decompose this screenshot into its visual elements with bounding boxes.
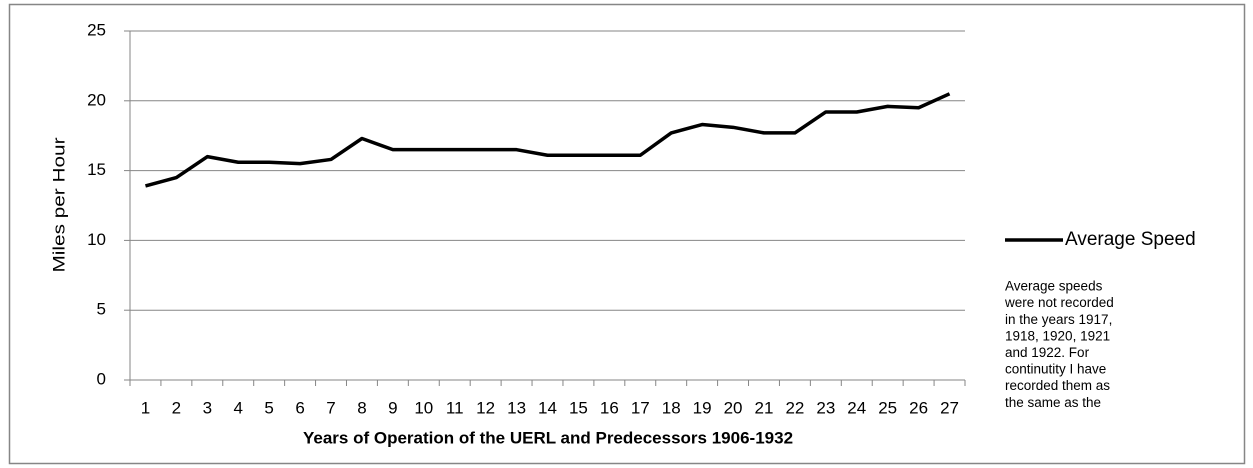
- x-axis-label: Years of Operation of the UERL and Prede…: [303, 428, 793, 447]
- x-tick-label: 20: [724, 398, 743, 417]
- x-tick-label: 27: [940, 398, 959, 417]
- y-tick-label: 0: [97, 369, 106, 388]
- x-tick-label: 14: [538, 398, 557, 417]
- y-axis-label: Miles per Hour: [49, 137, 68, 272]
- x-tick-label: 6: [295, 398, 304, 417]
- x-tick-label: 15: [569, 398, 588, 417]
- annotation-line: Average speeds: [1005, 279, 1103, 294]
- x-tick-label: 2: [172, 398, 181, 417]
- annotation-line: were not recorded: [1004, 295, 1114, 310]
- x-tick-label: 4: [234, 398, 243, 417]
- x-tick-label: 16: [600, 398, 619, 417]
- x-tick-label: 21: [755, 398, 774, 417]
- annotation-line: recorded them as: [1005, 378, 1110, 393]
- x-tick-label: 9: [388, 398, 397, 417]
- x-tick-label: 3: [203, 398, 212, 417]
- x-tick-label: 12: [476, 398, 495, 417]
- x-tick-label: 19: [693, 398, 712, 417]
- x-tick-label: 17: [631, 398, 650, 417]
- x-tick-label: 11: [446, 398, 464, 417]
- x-tick-label: 5: [264, 398, 273, 417]
- annotation-line: 1918, 1920, 1921: [1005, 328, 1110, 343]
- x-tick-label: 18: [662, 398, 681, 417]
- annotation-line: in the years 1917,: [1005, 312, 1112, 327]
- y-tick-label: 10: [87, 230, 106, 249]
- x-tick-label: 13: [507, 398, 526, 417]
- data-line: [145, 92, 951, 188]
- x-tick-label: 22: [785, 398, 804, 417]
- annotation-line: the same as the: [1005, 395, 1101, 410]
- y-tick-label: 5: [97, 300, 106, 319]
- x-tick-label: 24: [847, 398, 866, 417]
- x-tick-label: 23: [816, 398, 835, 417]
- annotation-line: and 1922. For: [1005, 345, 1090, 360]
- x-tick-label: 1: [141, 398, 150, 417]
- x-tick-label: 25: [878, 398, 897, 417]
- x-tick-label: 26: [909, 398, 928, 417]
- chart-frame: [8, 3, 1246, 465]
- x-tick-label: 7: [326, 398, 335, 417]
- y-tick-label: 20: [87, 90, 106, 109]
- x-tick-label: 10: [414, 398, 433, 417]
- x-tick-label: 8: [357, 398, 366, 417]
- y-tick-label: 15: [87, 160, 106, 179]
- legend-label: Average Speed: [1065, 229, 1196, 250]
- y-tick-label: 25: [87, 20, 106, 39]
- annotation-line: continutity I have: [1005, 362, 1106, 377]
